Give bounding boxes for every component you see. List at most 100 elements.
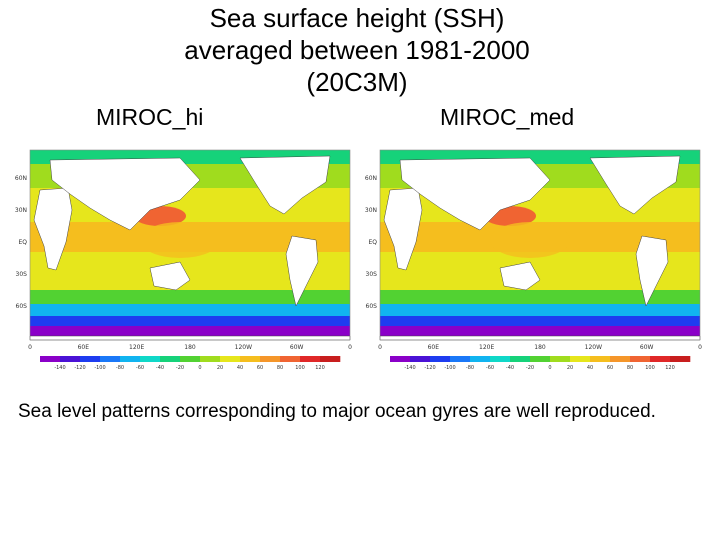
lon-tick-label: 120E	[479, 344, 494, 351]
colorbar-tick-label: -20	[176, 365, 184, 371]
colorbar-tick-label: -120	[424, 365, 435, 371]
colorbar-tick-label: -140	[54, 365, 65, 371]
colorbar-tick-label: 0	[198, 365, 201, 371]
land-mass	[635, 235, 669, 307]
lat-tick-label: EQ	[368, 239, 377, 246]
colorbar-segment	[40, 356, 61, 362]
lat-tick-label: 60S	[16, 303, 28, 310]
colorbar-tick-label: -80	[116, 365, 124, 371]
colorbar-segment	[180, 356, 201, 362]
ssh-band	[380, 304, 700, 316]
colorbar-segment	[550, 356, 571, 362]
ssh-high-wpacific	[490, 222, 570, 258]
colorbar-tick-label: 40	[237, 365, 243, 371]
colorbar-segment	[570, 356, 591, 362]
colorbar-segment	[650, 356, 671, 362]
land-mass	[239, 155, 331, 215]
colorbar-tick-label: 100	[295, 365, 305, 371]
colorbar-tick-label: -40	[506, 365, 514, 371]
ssh-high-wpacific	[140, 222, 220, 258]
colorbar-segment	[530, 356, 551, 362]
colorbar-segment	[410, 356, 431, 362]
lon-tick-label: 180	[184, 344, 196, 351]
colorbar-segment	[610, 356, 631, 362]
colorbar-tick-label: 120	[315, 365, 325, 371]
colorbar-segment	[220, 356, 241, 362]
colorbar-tick-label: -100	[444, 365, 455, 371]
lon-tick-label: 120W	[585, 344, 602, 351]
colorbar-segment	[100, 356, 121, 362]
colorbar-segment	[240, 356, 261, 362]
title-line-3: (20C3M)	[306, 67, 408, 97]
title-line-1: Sea surface height (SSH)	[209, 3, 505, 33]
colorbar-tick-label: 60	[257, 365, 263, 371]
colorbar-segment	[490, 356, 511, 362]
colorbar-tick-label: -20	[526, 365, 534, 371]
slide-title: Sea surface height (SSH) averaged betwee…	[120, 2, 594, 98]
ssh-band	[380, 316, 700, 326]
map-frame	[379, 149, 701, 341]
ssh-band	[30, 316, 350, 326]
land-mass	[383, 187, 423, 271]
ssh-band	[30, 304, 350, 316]
lat-tick-label: 30N	[365, 207, 377, 214]
colorbar-segment	[160, 356, 181, 362]
land-mass	[29, 335, 351, 341]
colorbar-tick-label: 120	[665, 365, 675, 371]
panel-label-miroc-med: MIROC_med	[440, 104, 575, 130]
colorbar-segment	[430, 356, 451, 362]
colorbar-segment	[630, 356, 651, 362]
ssh-map-miroc-hi: 60N 30N EQ 30S 60S 0 60E 120E 180 120W 60W 0 -140 -12…	[15, 149, 352, 371]
land-mass	[589, 155, 681, 215]
lon-tick-label: 120W	[235, 344, 252, 351]
land-mass	[33, 187, 73, 271]
colorbar-segment	[470, 356, 491, 362]
lon-tick-label: 180	[534, 344, 546, 351]
colorbar-tick-label: 20	[567, 365, 573, 371]
colorbar-tick-label: -60	[136, 365, 144, 371]
colorbar-segment	[390, 356, 411, 362]
colorbar-tick-label: -40	[156, 365, 164, 371]
lat-tick-label: 60N	[15, 175, 27, 182]
colorbar-segment	[670, 356, 691, 362]
colorbar-segment	[120, 356, 141, 362]
colorbar-tick-label: -80	[466, 365, 474, 371]
ssh-band	[30, 290, 350, 304]
lat-tick-label: 30S	[16, 271, 28, 278]
lat-tick-label: 60S	[366, 303, 378, 310]
colorbar-tick-label: 40	[587, 365, 593, 371]
ssh-band	[380, 290, 700, 304]
colorbar-segment	[280, 356, 301, 362]
colorbar-segment	[260, 356, 281, 362]
colorbar-tick-label: -100	[94, 365, 105, 371]
land-mass	[285, 235, 319, 307]
colorbar-tick-label: 80	[277, 365, 283, 371]
colorbar-tick-label: 100	[645, 365, 655, 371]
lat-tick-label: 30N	[15, 207, 27, 214]
lon-tick-label: 0	[28, 344, 32, 351]
colorbar-segment	[60, 356, 81, 362]
colorbar-tick-label: 0	[548, 365, 551, 371]
caption: Sea level patterns corresponding to majo…	[18, 401, 656, 422]
colorbar-segment	[300, 356, 321, 362]
colorbar-segment	[320, 356, 341, 362]
colorbar-segment	[510, 356, 531, 362]
colorbar-tick-label: 80	[627, 365, 633, 371]
lon-tick-label: 60W	[290, 344, 304, 351]
lon-tick-label: 0	[378, 344, 382, 351]
ssh-map-miroc-med: 60N 30N EQ 30S 60S 0 60E 120E 180 120W 60W 0 -140 -12…	[365, 149, 702, 371]
land-mass	[499, 261, 541, 291]
colorbar-tick-label: -120	[74, 365, 85, 371]
colorbar-segment	[200, 356, 221, 362]
title-line-2: averaged between 1981-2000	[184, 35, 530, 65]
colorbar-tick-label: -60	[486, 365, 494, 371]
lon-tick-label: 60E	[428, 344, 440, 351]
land-mass	[399, 157, 551, 231]
lon-tick-label: 0	[698, 344, 702, 351]
colorbar-tick-label: 20	[217, 365, 223, 371]
lon-tick-label: 60W	[640, 344, 654, 351]
lon-tick-label: 60E	[78, 344, 90, 351]
land-mass	[379, 335, 701, 341]
colorbar-segment	[140, 356, 161, 362]
colorbar-segment	[590, 356, 611, 362]
